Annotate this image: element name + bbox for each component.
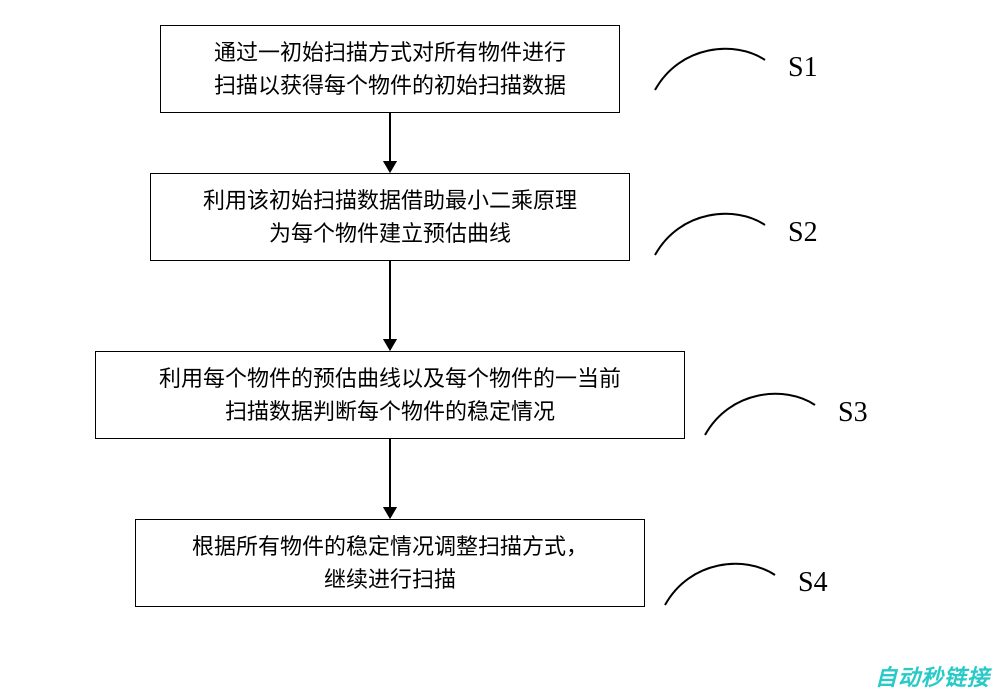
step-text-line: 利用该初始扫描数据借助最小二乘原理 <box>167 184 613 217</box>
step-text-line: 扫描数据判断每个物件的稳定情况 <box>112 395 668 428</box>
callout-curve <box>650 205 770 260</box>
step-text-line: 通过一初始扫描方式对所有物件进行 <box>177 36 603 69</box>
step-label-s3: S3 <box>700 385 868 440</box>
step-label-text: S3 <box>838 397 868 429</box>
watermark-text: 自动秒链接 <box>875 660 990 692</box>
step-box-s1: 通过一初始扫描方式对所有物件进行扫描以获得每个物件的初始扫描数据 <box>160 25 620 113</box>
arrow <box>80 113 700 173</box>
step-text-line: 根据所有物件的稳定情况调整扫描方式， <box>152 530 628 563</box>
callout-curve <box>650 40 770 95</box>
callout-curve <box>700 385 820 440</box>
step-text-line: 继续进行扫描 <box>152 563 628 596</box>
step-text-line: 为每个物件建立预估曲线 <box>167 217 613 250</box>
step-label-s4: S4 <box>660 555 828 610</box>
step-label-text: S2 <box>788 217 818 249</box>
step-box-s3: 利用每个物件的预估曲线以及每个物件的一当前扫描数据判断每个物件的稳定情况 <box>95 351 685 439</box>
arrow <box>80 439 700 519</box>
step-label-s1: S1 <box>650 40 818 95</box>
step-text-line: 扫描以获得每个物件的初始扫描数据 <box>177 69 603 102</box>
step-label-s2: S2 <box>650 205 818 260</box>
step-label-text: S1 <box>788 52 818 84</box>
flowchart-container: 通过一初始扫描方式对所有物件进行扫描以获得每个物件的初始扫描数据利用该初始扫描数… <box>80 25 700 607</box>
arrow <box>80 261 700 351</box>
step-label-text: S4 <box>798 567 828 599</box>
step-box-s4: 根据所有物件的稳定情况调整扫描方式，继续进行扫描 <box>135 519 645 607</box>
callout-curve <box>660 555 780 610</box>
step-box-s2: 利用该初始扫描数据借助最小二乘原理为每个物件建立预估曲线 <box>150 173 630 261</box>
step-text-line: 利用每个物件的预估曲线以及每个物件的一当前 <box>112 362 668 395</box>
